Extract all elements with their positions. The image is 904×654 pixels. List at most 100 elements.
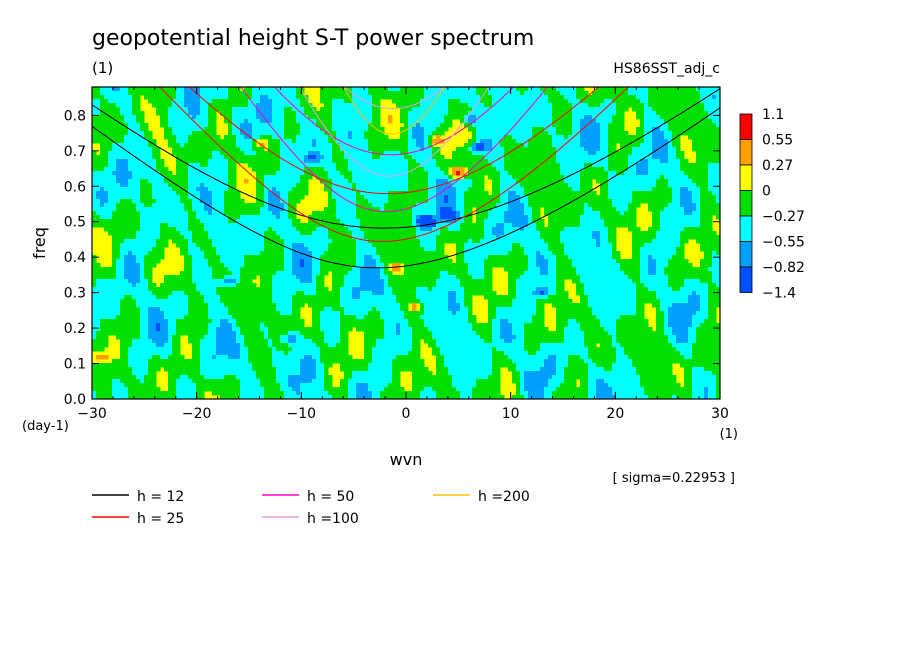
field-cell [152,239,157,244]
field-cell [240,387,245,392]
field-cell [224,103,229,108]
field-cell [344,195,349,200]
field-cell [152,263,157,268]
field-cell [268,315,273,320]
field-cell [96,195,101,200]
field-cell [296,243,301,248]
field-cell [320,107,325,112]
field-cell [232,347,237,352]
field-cell [120,191,125,196]
field-cell [156,351,161,356]
field-cell [232,171,237,176]
field-cell [236,271,241,276]
field-cell [132,151,137,156]
field-cell [360,267,365,272]
field-cell [220,335,225,340]
field-cell [268,111,273,116]
field-cell [164,351,169,356]
field-cell [276,99,281,104]
field-cell [220,223,225,228]
field-cell [228,307,233,312]
field-cell [268,91,273,96]
field-cell [196,239,201,244]
field-cell [96,131,101,136]
field-cell [132,183,137,188]
field-cell [204,283,209,288]
field-cell [248,163,253,168]
field-cell [200,119,205,124]
field-cell [276,203,281,208]
field-cell [204,383,209,388]
field-cell [136,375,141,380]
field-cell [220,171,225,176]
field-cell [340,323,345,328]
field-cell [260,247,265,252]
field-cell [208,223,213,228]
field-cell [192,215,197,220]
field-cell [340,339,345,344]
field-cell [248,339,253,344]
field-cell [328,363,333,368]
field-cell [120,211,125,216]
field-cell [188,279,193,284]
field-cell [260,355,265,360]
field-cell [184,311,189,316]
field-cell [340,115,345,120]
field-cell [212,287,217,292]
field-cell [192,211,197,216]
field-cell [220,331,225,336]
field-cell [96,383,101,388]
field-cell [244,155,249,160]
field-cell [124,383,129,388]
field-cell [204,171,209,176]
field-cell [316,367,321,372]
field-cell [196,135,201,140]
field-cell [260,311,265,316]
field-cell [324,139,329,144]
field-cell [112,307,117,312]
field-cell [228,223,233,228]
field-cell [144,195,149,200]
field-cell [128,195,133,200]
field-cell [144,335,149,340]
field-cell [212,263,217,268]
field-cell [224,207,229,212]
field-cell [292,395,297,399]
units-label: (1) [92,59,113,77]
field-cell [332,299,337,304]
field-cell [240,247,245,252]
field-cell [104,115,109,120]
field-cell [176,295,181,300]
field-cell [180,91,185,96]
field-cell [252,115,257,120]
field-cell [188,199,193,204]
field-cell [100,91,105,96]
field-cell [96,267,101,272]
field-cell [260,255,265,260]
field-cell [136,207,141,212]
field-cell [364,331,369,336]
field-cell [196,255,201,260]
field-cell [96,223,101,228]
field-cell [188,379,193,384]
field-cell [120,155,125,160]
field-cell [280,179,285,184]
field-cell [212,391,217,396]
field-cell [136,263,141,268]
field-cell [140,143,145,148]
field-cell [92,163,97,168]
field-cell [276,127,281,132]
field-cell [352,367,357,372]
field-cell [124,219,129,224]
field-cell [336,187,341,192]
field-cell [224,223,229,228]
field-cell [284,247,289,252]
field-cell [152,103,157,108]
field-cell [204,255,209,260]
field-cell [144,91,149,96]
field-cell [188,255,193,260]
field-cell [184,187,189,192]
field-cell [280,107,285,112]
field-cell [232,223,237,228]
field-cell [328,387,333,392]
